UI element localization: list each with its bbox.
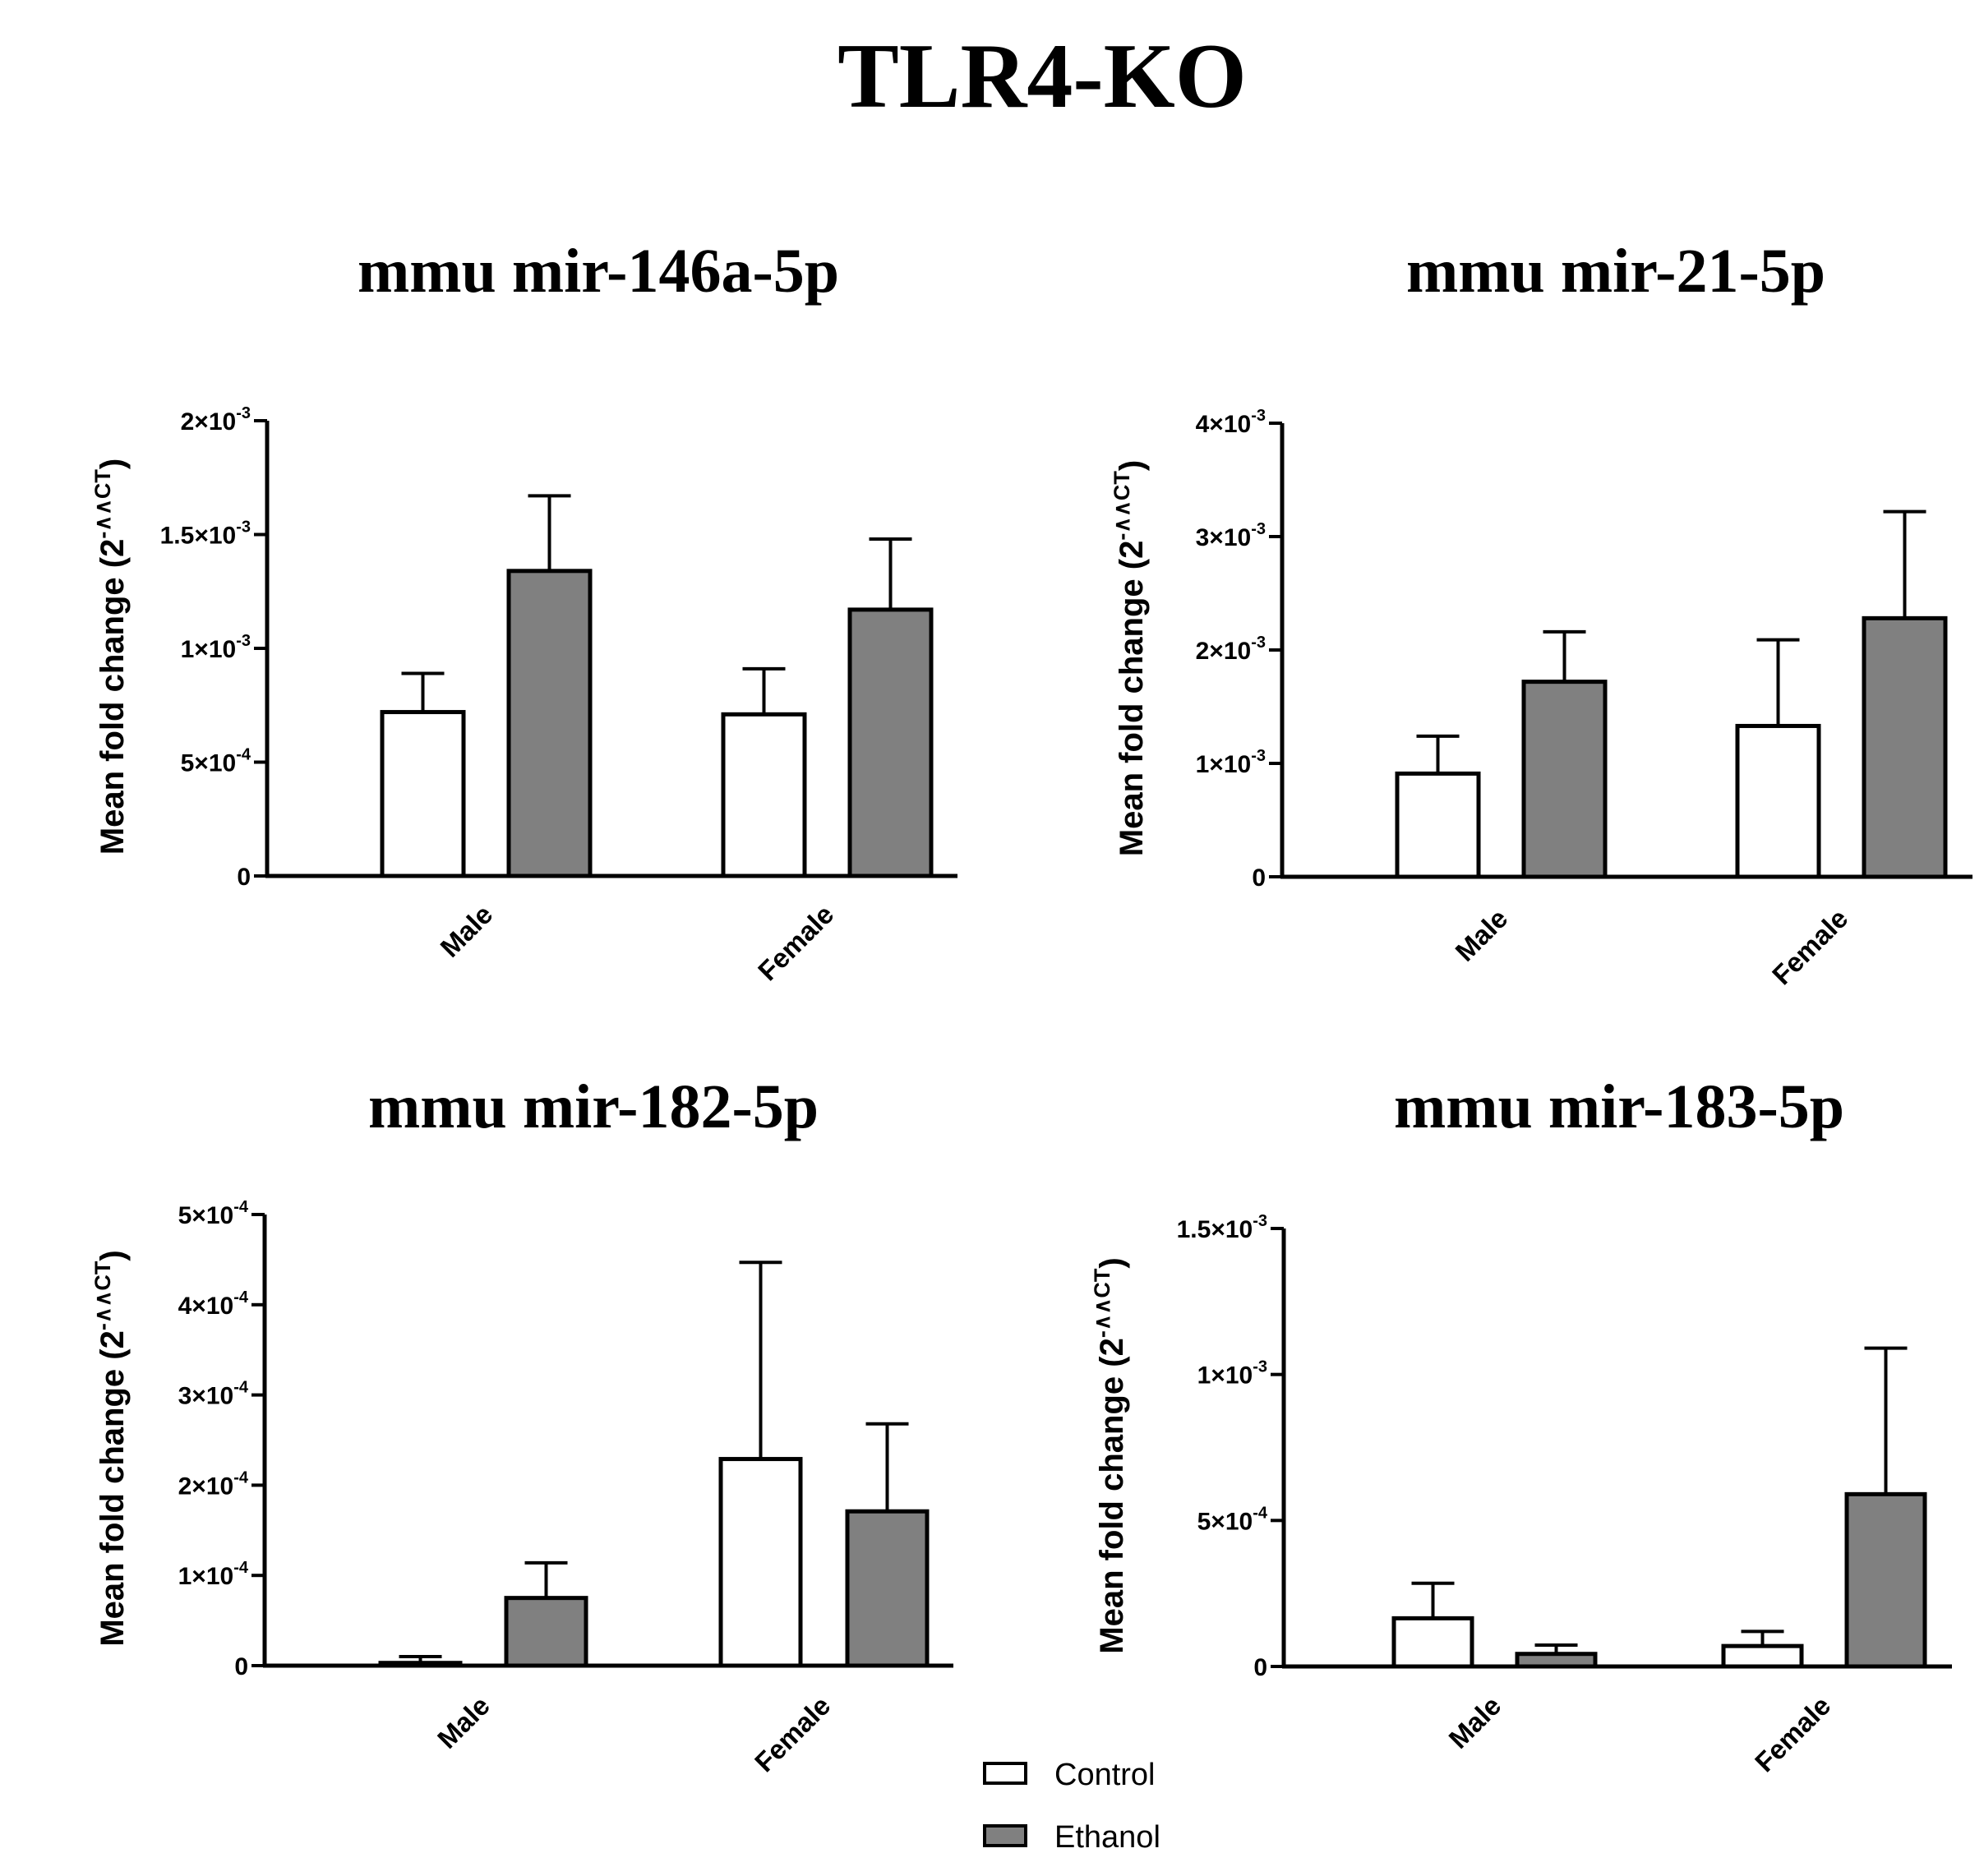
category-label-male: Male (1442, 1690, 1506, 1754)
bar-ethanol-female (1862, 615, 1948, 879)
bar-ethanol-female (845, 1509, 930, 1668)
y-tick-label: 5×10-4 (1197, 1504, 1268, 1535)
panel-mir-21: mmu mir-21-5p Mean fold change (2-∧∧CT) Ma… (1110, 237, 1972, 990)
bar-control-female (1735, 723, 1821, 879)
y-tick-label: 2×10-3 (181, 404, 251, 436)
bar-ethanol-male (506, 569, 593, 878)
y-tick-label: 2×10-4 (178, 1468, 249, 1500)
y-tick-label: 1×10-3 (1197, 1358, 1267, 1390)
legend-swatch-ethanol (983, 1824, 1027, 1847)
chart-title: mmu mir-21-5p (1406, 237, 1825, 306)
y-tick-label: 3×10-4 (178, 1379, 249, 1410)
y-tick-label: 1.5×10-3 (1177, 1212, 1267, 1243)
category-label-female: Female (1749, 1690, 1837, 1778)
figure-title: TLR4-KO (837, 25, 1247, 127)
chart-title: mmu mir-146a-5p (358, 237, 839, 306)
y-tick-label: 1×10-4 (178, 1559, 249, 1590)
y-axis-label: Mean fold change (2-∧∧CT) (1110, 460, 1150, 856)
y-tick-label: 5×10-4 (181, 746, 251, 777)
chart-title: mmu mir-182-5p (368, 1072, 819, 1141)
category-label-male: Male (431, 1690, 496, 1754)
panel-mir-182: mmu mir-182-5p Mean fold change (2-∧∧CT) M… (90, 1072, 953, 1777)
bar-ethanol-female (1844, 1491, 1927, 1669)
bar-ethanol-male (1521, 680, 1608, 879)
y-tick-label: 0 (237, 864, 251, 891)
legend-label-ethanol: Ethanol (1054, 1820, 1160, 1855)
y-tick-label: 3×10-3 (1196, 520, 1266, 551)
y-tick-label: 4×10-3 (1196, 407, 1266, 438)
y-tick-label: 1.5×10-3 (160, 519, 251, 550)
category-label-female: Female (749, 1690, 837, 1778)
panel-mir-183: mmu mir-183-5p Mean fold change (2-∧∧CT) M… (1090, 1072, 1952, 1777)
category-label-male: Male (1449, 903, 1513, 967)
legend-swatch-control (983, 1762, 1027, 1785)
legend: Control Ethanol (983, 1758, 1160, 1855)
legend-item-ethanol: Ethanol (983, 1820, 1160, 1855)
bar-control-female (1721, 1643, 1804, 1669)
bar-control-female (721, 712, 807, 878)
y-tick-label: 1×10-3 (1196, 747, 1266, 778)
legend-label-control: Control (1054, 1758, 1156, 1792)
y-tick-label: 4×10-4 (178, 1288, 249, 1320)
chart-title: mmu mir-183-5p (1394, 1072, 1844, 1141)
y-axis-label: Mean fold change (2-∧∧CT) (1090, 1257, 1130, 1653)
panel-mir-146a: mmu mir-146a-5p Mean fold change (2-∧∧CT)… (90, 237, 957, 986)
category-label-female: Female (1766, 903, 1854, 991)
category-label-male: Male (434, 899, 498, 963)
bar-control-male (1395, 771, 1481, 879)
y-axis-label: Mean fold change (2-∧∧CT) (90, 1250, 131, 1646)
y-tick-label: 2×10-3 (1196, 634, 1266, 665)
bar-ethanol-male (504, 1596, 588, 1668)
y-tick-label: 0 (234, 1653, 248, 1680)
bar-control-male (1391, 1616, 1474, 1669)
bar-control-male (380, 710, 466, 878)
y-axis-label: Mean fold change (2-∧∧CT) (90, 459, 131, 855)
y-tick-label: 5×10-4 (178, 1198, 249, 1229)
bar-control-female (718, 1457, 803, 1668)
bar-ethanol-female (847, 607, 934, 878)
y-tick-label: 0 (1253, 1654, 1267, 1681)
y-tick-label: 0 (1252, 864, 1266, 892)
category-label-female: Female (752, 899, 840, 987)
y-tick-label: 1×10-3 (181, 632, 251, 663)
legend-item-control: Control (983, 1758, 1156, 1792)
